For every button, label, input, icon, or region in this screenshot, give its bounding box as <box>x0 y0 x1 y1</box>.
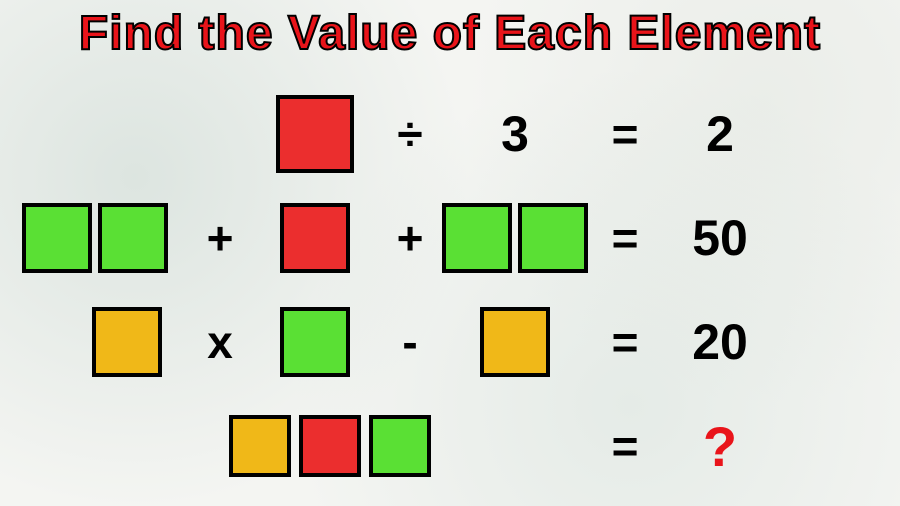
equation-row: x - = 20 <box>0 290 900 394</box>
square-cell <box>280 203 350 273</box>
red-square <box>280 203 350 273</box>
square-cell <box>0 307 190 377</box>
puzzle-title: Find the Value of Each Element <box>0 0 900 61</box>
operator: + <box>207 211 234 265</box>
orange-square <box>229 415 291 477</box>
green-square <box>369 415 431 477</box>
green-square <box>98 203 168 273</box>
green-square <box>442 203 512 273</box>
square-cell <box>280 307 350 377</box>
square-pair <box>442 203 588 273</box>
orange-square <box>480 307 550 377</box>
green-square <box>280 307 350 377</box>
green-square <box>518 203 588 273</box>
number-value: 2 <box>706 105 734 163</box>
equation-row: =? <box>0 394 900 498</box>
number-value: 20 <box>692 313 748 371</box>
operator: - <box>402 315 417 369</box>
equation-row: + + = 50 <box>0 186 900 290</box>
equation-grid: ÷ 3 = 2 + + = 50 x - = 20 =? <box>0 82 900 498</box>
square-cell <box>276 95 354 173</box>
operator: = <box>612 419 639 473</box>
equation-row: ÷ 3 = 2 <box>0 82 900 186</box>
orange-square <box>92 307 162 377</box>
operator: = <box>612 211 639 265</box>
square-pair <box>22 203 168 273</box>
red-square <box>299 415 361 477</box>
operator: = <box>612 315 639 369</box>
red-square <box>276 95 354 173</box>
square-cell <box>480 307 550 377</box>
operator: ÷ <box>397 107 422 161</box>
operator: x <box>207 315 233 369</box>
number-value: 50 <box>692 209 748 267</box>
square-triple <box>159 415 431 477</box>
green-square <box>22 203 92 273</box>
number-value: 3 <box>501 105 529 163</box>
operator: = <box>612 107 639 161</box>
operator: + <box>397 211 424 265</box>
question-mark: ? <box>703 414 737 479</box>
